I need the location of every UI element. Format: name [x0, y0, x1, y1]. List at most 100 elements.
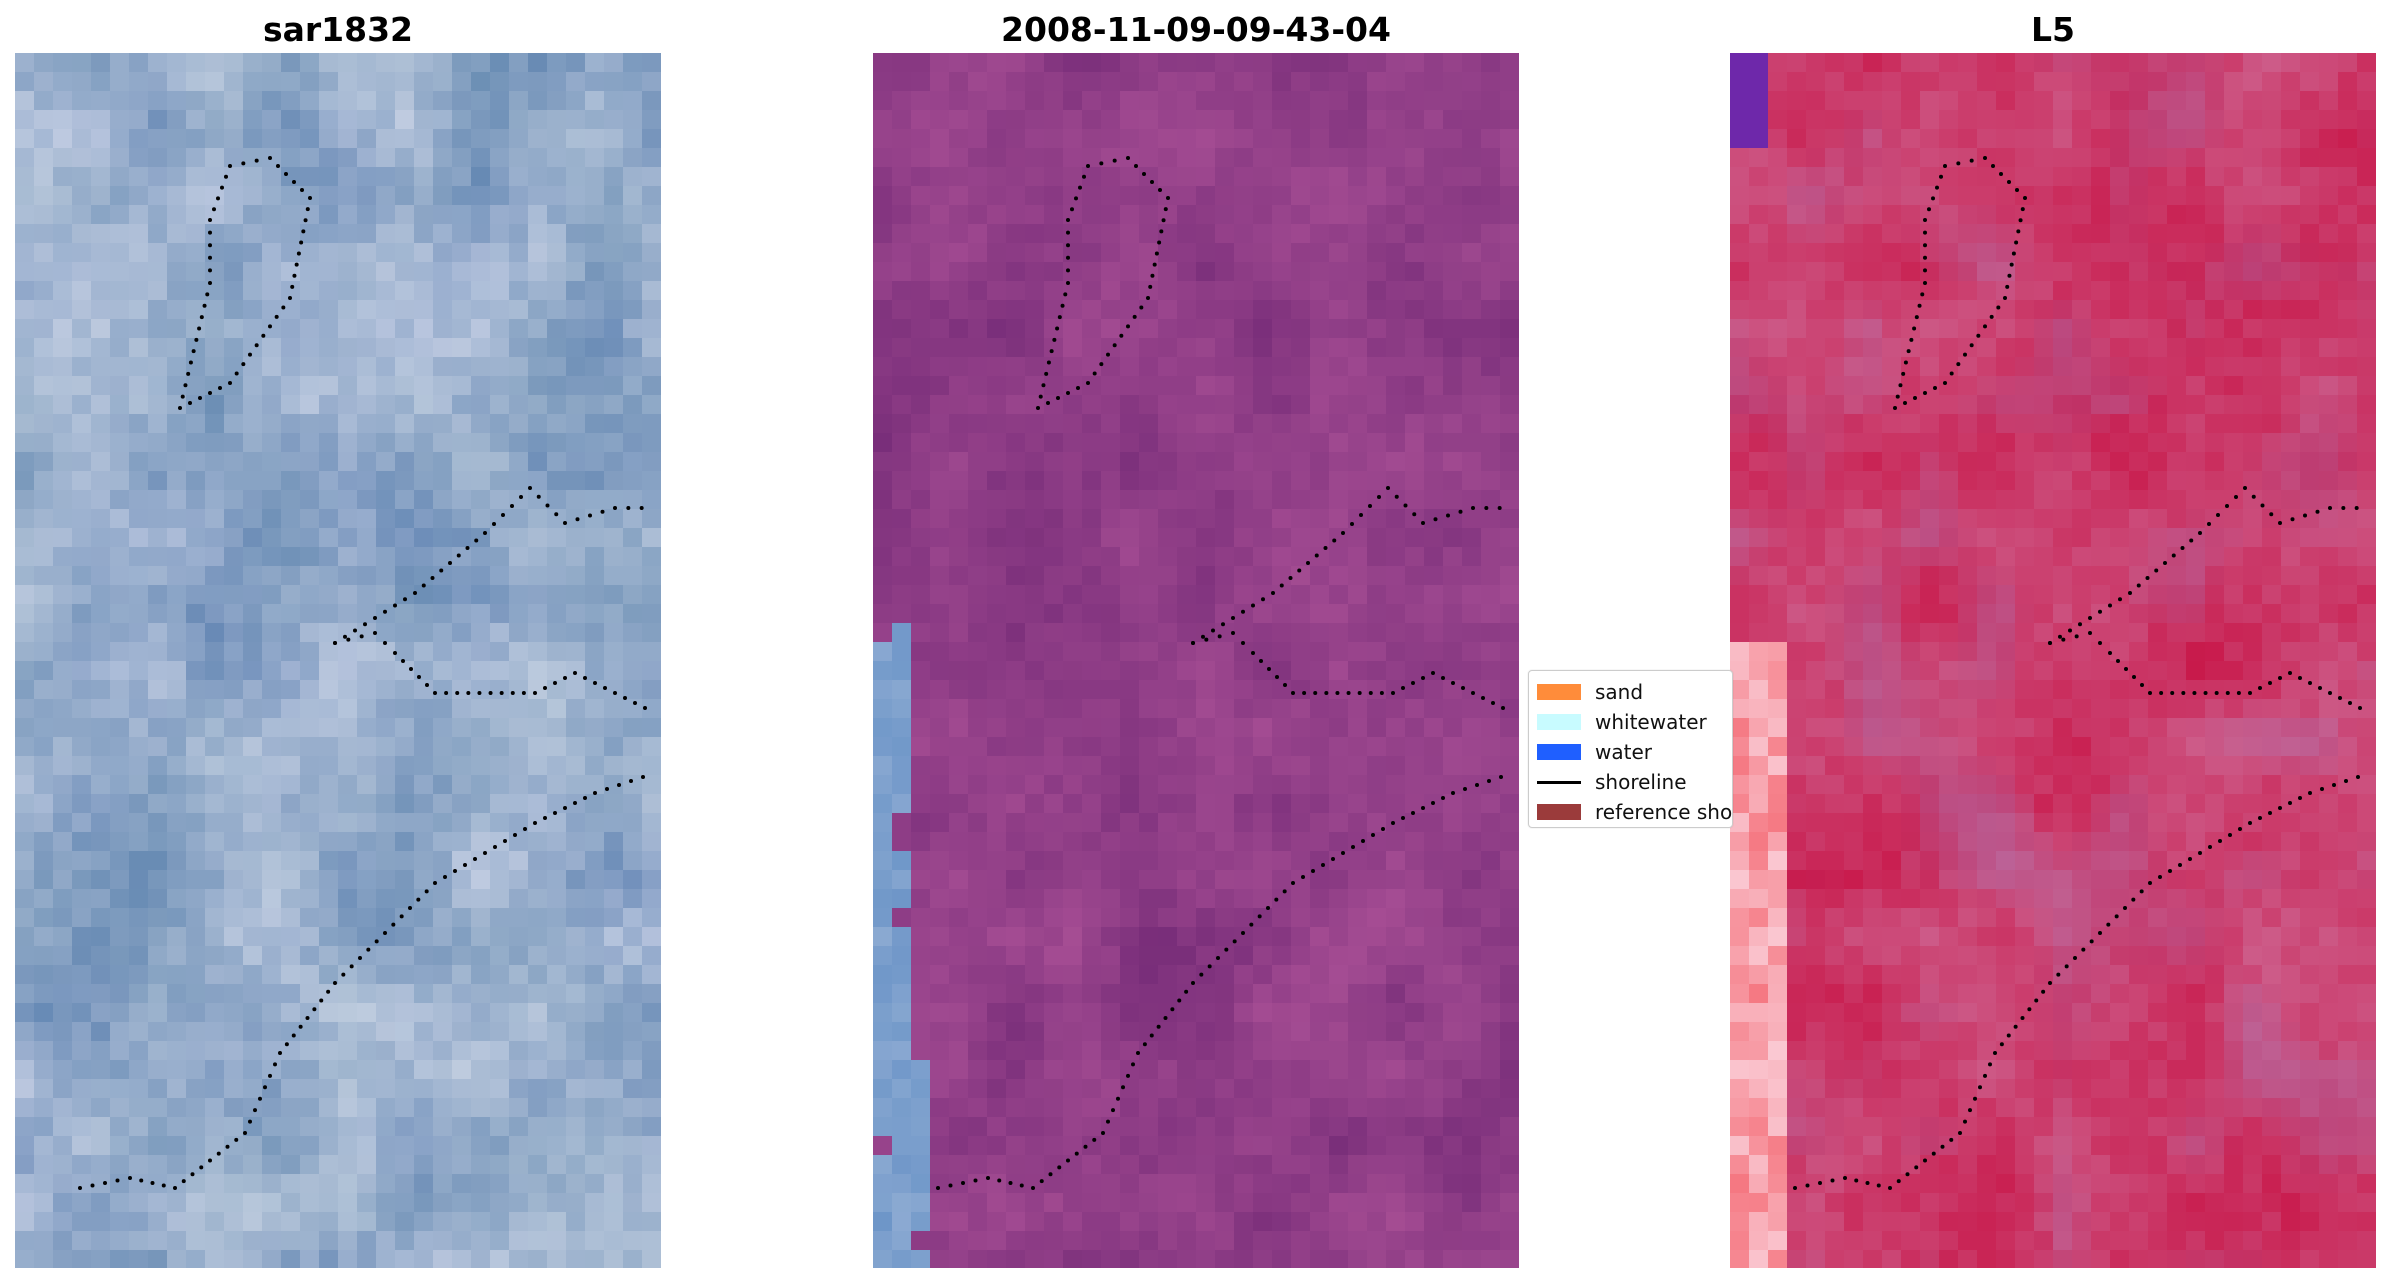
image-pixel — [892, 110, 912, 130]
image-pixel — [395, 1098, 415, 1118]
image-pixel — [1386, 319, 1406, 339]
image-pixel — [110, 737, 130, 757]
shoreline-dot — [208, 218, 212, 222]
image-pixel — [1462, 167, 1482, 187]
image-pixel — [1386, 642, 1406, 662]
image-pixel — [338, 1098, 358, 1118]
image-pixel — [72, 661, 92, 681]
image-pixel — [1253, 243, 1273, 263]
image-pixel — [1462, 1174, 1482, 1194]
shoreline-dot — [1066, 230, 1070, 235]
image-pixel — [452, 53, 472, 73]
image-pixel — [490, 91, 510, 111]
image-pixel — [452, 110, 472, 130]
image-pixel — [376, 1193, 396, 1213]
image-pixel — [91, 91, 111, 111]
shoreline-dot — [1306, 561, 1310, 565]
image-pixel — [1272, 889, 1292, 909]
image-pixel — [528, 129, 548, 149]
image-pixel — [1234, 1003, 1254, 1023]
image-pixel — [490, 1155, 510, 1175]
image-pixel — [2053, 148, 2073, 168]
shoreline-dot — [1036, 406, 1040, 410]
image-pixel — [1481, 889, 1501, 909]
shoreline-dot — [563, 806, 567, 810]
image-pixel — [471, 1022, 491, 1042]
image-pixel — [376, 357, 396, 377]
image-pixel — [987, 680, 1007, 700]
image-pixel — [566, 1060, 586, 1080]
image-pixel — [1025, 452, 1045, 472]
image-pixel — [148, 832, 168, 852]
image-pixel — [1139, 661, 1159, 681]
image-pixel — [623, 1098, 643, 1118]
image-pixel — [1405, 281, 1425, 301]
image-pixel — [1844, 129, 1864, 149]
image-pixel — [1196, 319, 1216, 339]
shoreline-dot — [258, 1096, 262, 1101]
image-pixel — [433, 737, 453, 757]
image-pixel — [15, 870, 35, 890]
image-pixel — [873, 680, 893, 700]
image-pixel — [357, 927, 377, 947]
image-pixel — [1063, 357, 1083, 377]
shoreline-dot — [208, 255, 212, 260]
image-pixel — [376, 623, 396, 643]
shoreline-dot — [199, 315, 204, 320]
image-pixel — [1462, 813, 1482, 833]
image-pixel — [300, 53, 320, 73]
image-pixel — [91, 509, 111, 529]
image-pixel — [1405, 262, 1425, 282]
image-pixel — [243, 813, 263, 833]
image-pixel — [1158, 642, 1178, 662]
image-pixel — [300, 1155, 320, 1175]
image-pixel — [300, 680, 320, 700]
image-pixel — [911, 1136, 931, 1156]
image-pixel — [968, 547, 988, 567]
image-pixel — [1215, 433, 1235, 453]
image-pixel — [987, 1098, 1007, 1118]
image-pixel — [15, 129, 35, 149]
image-pixel — [892, 376, 912, 396]
image-pixel — [167, 547, 187, 567]
image-pixel — [281, 490, 301, 510]
image-pixel — [1234, 623, 1254, 643]
image-pixel — [1462, 300, 1482, 320]
image-pixel — [1215, 870, 1235, 890]
image-pixel — [1234, 110, 1254, 130]
image-pixel — [892, 319, 912, 339]
image-pixel — [1424, 775, 1444, 795]
image-pixel — [53, 357, 73, 377]
image-pixel — [623, 395, 643, 415]
image-pixel — [490, 661, 510, 681]
image-pixel — [243, 1174, 263, 1194]
shoreline-dot — [103, 1181, 107, 1185]
image-pixel — [911, 167, 931, 187]
image-pixel — [262, 395, 282, 415]
image-pixel — [1310, 851, 1330, 871]
image-pixel — [15, 908, 35, 928]
image-pixel — [547, 737, 567, 757]
image-pixel — [433, 870, 453, 890]
image-pixel — [471, 718, 491, 738]
image-pixel — [262, 357, 282, 377]
image-pixel — [1006, 832, 1026, 852]
image-pixel — [911, 319, 931, 339]
image-pixel — [1310, 357, 1330, 377]
image-pixel — [1424, 699, 1444, 719]
image-pixel — [1215, 1174, 1235, 1194]
image-pixel — [129, 1193, 149, 1213]
image-pixel — [1367, 53, 1387, 73]
shoreline-dot — [1377, 495, 1381, 499]
image-pixel — [1006, 908, 1026, 928]
image-pixel — [892, 148, 912, 168]
image-pixel — [547, 1060, 567, 1080]
image-pixel — [1044, 1060, 1064, 1080]
image-pixel — [911, 1193, 931, 1213]
image-pixel — [1462, 1212, 1482, 1232]
image-pixel — [930, 832, 950, 852]
image-pixel — [892, 1060, 912, 1080]
image-pixel — [1424, 661, 1444, 681]
image-pixel — [1234, 490, 1254, 510]
image-pixel — [873, 908, 893, 928]
